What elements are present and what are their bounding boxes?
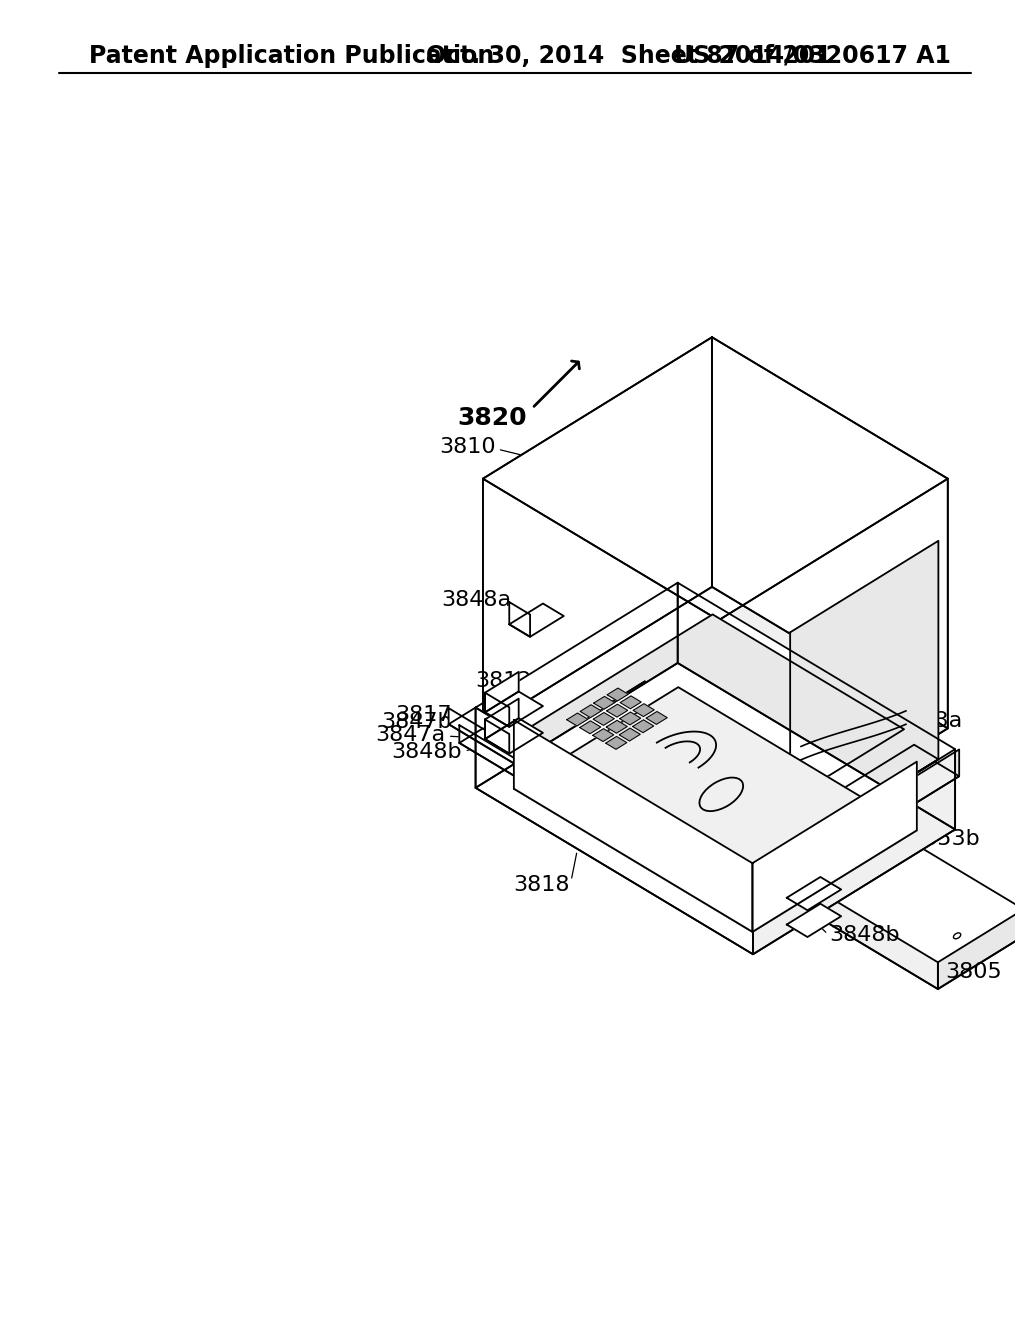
Polygon shape [633, 719, 653, 733]
Polygon shape [626, 709, 733, 801]
Text: 3848b: 3848b [391, 742, 462, 763]
Polygon shape [526, 614, 904, 843]
Polygon shape [712, 337, 948, 729]
Polygon shape [483, 337, 948, 620]
Text: Oct. 30, 2014  Sheet 87 of 201: Oct. 30, 2014 Sheet 87 of 201 [426, 44, 831, 67]
Polygon shape [514, 719, 753, 932]
Text: 3847b: 3847b [382, 713, 453, 733]
Polygon shape [475, 663, 955, 954]
Polygon shape [580, 721, 601, 734]
Polygon shape [594, 697, 614, 709]
Polygon shape [460, 725, 695, 884]
Text: 3848a: 3848a [808, 824, 879, 843]
Polygon shape [604, 681, 645, 764]
Polygon shape [791, 541, 938, 851]
Polygon shape [483, 479, 719, 870]
Polygon shape [593, 713, 614, 726]
Polygon shape [938, 896, 1024, 989]
Polygon shape [633, 704, 654, 717]
Text: US 2014/0320617 A1: US 2014/0320617 A1 [674, 44, 950, 67]
Polygon shape [449, 708, 753, 891]
Polygon shape [475, 708, 753, 954]
Text: 3848b: 3848b [828, 925, 899, 945]
Polygon shape [773, 762, 959, 876]
Polygon shape [475, 582, 678, 788]
Text: 3820: 3820 [458, 407, 527, 430]
Polygon shape [626, 775, 938, 989]
Polygon shape [786, 904, 841, 937]
Polygon shape [753, 750, 955, 954]
Polygon shape [646, 711, 668, 725]
Polygon shape [509, 603, 564, 636]
Polygon shape [606, 721, 628, 733]
Polygon shape [766, 744, 938, 851]
Polygon shape [607, 688, 628, 701]
Polygon shape [485, 718, 543, 754]
Polygon shape [620, 711, 641, 725]
Text: 3812: 3812 [475, 671, 532, 690]
Polygon shape [604, 681, 686, 731]
Polygon shape [514, 688, 916, 932]
Text: 3853b: 3853b [909, 829, 980, 849]
Text: 3853a: 3853a [892, 711, 963, 731]
Polygon shape [606, 705, 628, 717]
Polygon shape [483, 337, 712, 729]
Text: 3848a: 3848a [441, 590, 511, 610]
Polygon shape [753, 762, 916, 932]
Polygon shape [678, 582, 955, 829]
Polygon shape [485, 672, 519, 713]
Polygon shape [606, 737, 627, 750]
Polygon shape [483, 587, 948, 870]
Polygon shape [593, 729, 613, 742]
Text: Patent Application Publication: Patent Application Publication [89, 44, 495, 67]
Polygon shape [485, 698, 519, 739]
Polygon shape [485, 692, 543, 727]
Polygon shape [798, 750, 959, 876]
Polygon shape [485, 693, 509, 727]
Text: 3817: 3817 [395, 705, 452, 725]
Text: 3805: 3805 [945, 961, 1001, 982]
Polygon shape [581, 705, 601, 718]
Polygon shape [449, 708, 726, 891]
Text: FIG. 38E: FIG. 38E [758, 516, 900, 545]
Polygon shape [620, 729, 640, 741]
Text: 3818: 3818 [513, 875, 569, 895]
Polygon shape [509, 602, 530, 636]
Polygon shape [626, 735, 1024, 989]
Text: 3847a: 3847a [376, 725, 445, 746]
Polygon shape [460, 729, 719, 884]
Polygon shape [604, 739, 686, 789]
Polygon shape [621, 696, 641, 709]
Polygon shape [604, 706, 646, 789]
Text: 3810: 3810 [438, 437, 496, 457]
Polygon shape [566, 713, 588, 726]
Polygon shape [485, 719, 509, 754]
Polygon shape [786, 876, 841, 911]
Polygon shape [719, 479, 948, 870]
